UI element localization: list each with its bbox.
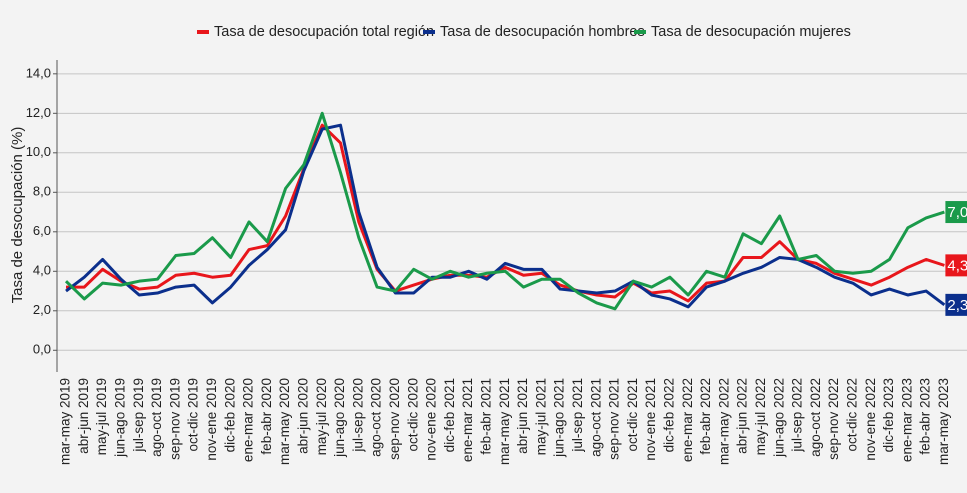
x-tick-label: nov-ene 2020: [424, 378, 439, 461]
x-tick-label: jun-ago 2019: [112, 378, 127, 458]
x-tick-label: may-jul 2022: [753, 378, 768, 455]
x-tick-label: feb-abr 2022: [698, 378, 713, 455]
x-tick-label: ene-mar 2020: [241, 378, 256, 462]
legend-label: Tasa de desocupación hombres: [440, 24, 645, 40]
y-tick-label: 12,0: [26, 105, 51, 120]
x-tick-label: abr-jun 2020: [295, 378, 310, 454]
x-tick-label: jun-ago 2021: [552, 378, 567, 458]
x-tick-label: ago-oct 2022: [808, 378, 823, 457]
y-tick-label: 14,0: [26, 65, 51, 80]
series-line: [64, 111, 945, 311]
x-tick-label: jul-sep 2019: [131, 378, 146, 453]
x-tick-label: jul-sep 2022: [790, 378, 805, 453]
x-tick-label: oct-dic 2019: [186, 378, 201, 452]
x-tick-label: oct-dic 2021: [625, 378, 640, 452]
x-tick-label: ene-mar 2021: [460, 378, 475, 462]
x-tick-label: oct-dic 2020: [405, 378, 420, 452]
x-tick-label: may-jul 2020: [314, 378, 329, 455]
x-tick-label: abr-jun 2022: [735, 378, 750, 454]
x-tick-label: may-jul 2019: [94, 378, 109, 455]
x-tick-label: abr-jun 2019: [76, 378, 91, 454]
x-tick-label: jul-sep 2021: [570, 378, 585, 453]
x-tick-label: nov-ene 2019: [204, 378, 219, 461]
y-tick-label: 8,0: [33, 184, 51, 199]
x-tick-label: dic-feb 2023: [881, 378, 896, 452]
x-tick-label: nov-ene 2021: [643, 378, 658, 461]
x-tick-label: feb-abr 2020: [259, 378, 274, 455]
x-tick-label: ago-oct 2020: [369, 378, 384, 457]
x-tick-label: jun-ago 2022: [771, 378, 786, 458]
x-tick-label: ago-oct 2021: [588, 378, 603, 457]
x-tick-label: abr-jun 2021: [515, 378, 530, 454]
x-tick-label: feb-abr 2023: [918, 378, 933, 455]
x-tick-label: mar-may 2020: [277, 378, 292, 465]
x-tick-label: mar-may 2021: [497, 378, 512, 465]
x-tick-label: sep-nov 2019: [167, 378, 182, 460]
y-tick-label: 2,0: [33, 302, 51, 317]
y-tick-label: 10,0: [26, 144, 51, 159]
x-tick-label: may-jul 2021: [533, 378, 548, 455]
x-tick-label: dic-feb 2021: [442, 378, 457, 452]
y-tick-label: 4,0: [33, 263, 51, 278]
legend-label: Tasa de desocupación total región: [214, 24, 434, 40]
x-tick-label: jun-ago 2020: [332, 378, 347, 458]
x-tick-label: sep-nov 2020: [387, 378, 402, 460]
x-tick-label: ago-oct 2019: [149, 378, 164, 457]
x-tick-label: jul-sep 2020: [350, 378, 365, 453]
x-tick-label: mar-may 2022: [716, 378, 731, 465]
value-label: 2,3: [947, 297, 967, 314]
x-tick-label: sep-nov 2022: [826, 378, 841, 460]
x-tick-label: dic-feb 2022: [661, 378, 676, 452]
value-label: 7,0: [947, 204, 967, 221]
x-tick-label: sep-nov 2021: [607, 378, 622, 460]
x-tick-label: feb-abr 2021: [478, 378, 493, 455]
x-tick-label: nov-ene 2022: [863, 378, 878, 461]
legend-label: Tasa de desocupación mujeres: [651, 24, 851, 40]
value-label-box: [945, 201, 967, 224]
x-tick-label: ene-mar 2022: [680, 378, 695, 462]
y-tick-label: 6,0: [33, 223, 51, 238]
y-tick-label: 0,0: [33, 342, 51, 357]
value-label-box: [945, 293, 967, 316]
series-line: [66, 123, 945, 303]
value-label-box: [945, 254, 967, 277]
x-tick-label: oct-dic 2022: [844, 378, 859, 452]
x-tick-label: ene-mar 2023: [899, 378, 914, 462]
value-label: 4,3: [947, 257, 967, 274]
x-tick-label: mar-may 2023: [936, 378, 951, 465]
y-axis-label: Tasa de desocupación (%): [9, 127, 26, 304]
x-tick-label: dic-feb 2020: [222, 378, 237, 452]
x-tick-label: mar-may 2019: [58, 378, 73, 465]
